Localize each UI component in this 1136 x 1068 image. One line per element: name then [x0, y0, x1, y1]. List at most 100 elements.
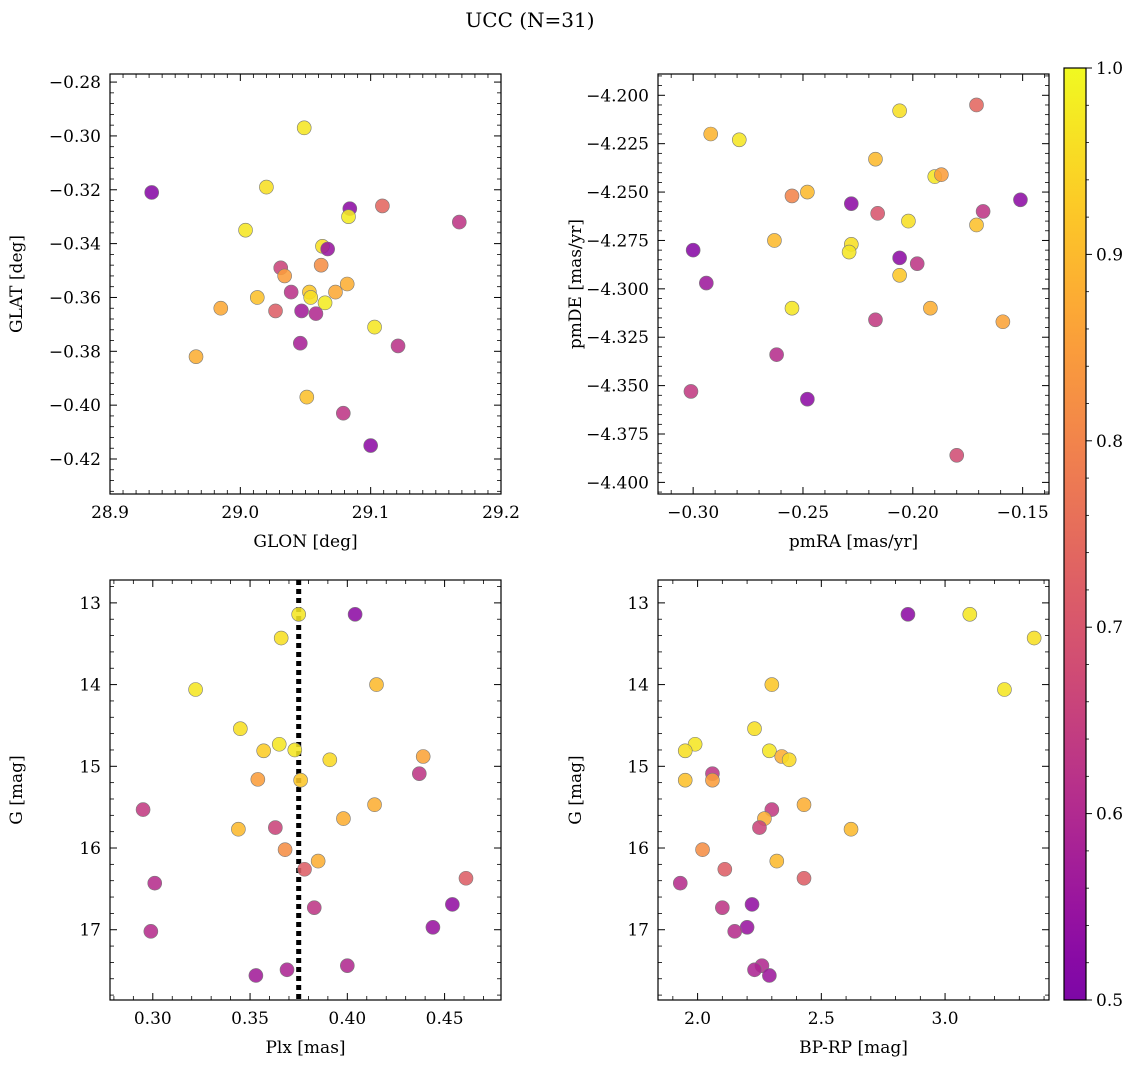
y-axis-label: GLAT [deg]	[7, 235, 27, 333]
x-tick-label: 29.2	[482, 503, 520, 523]
data-point	[296, 120, 312, 136]
data-point	[909, 256, 925, 271]
y-tick-label: −4.350	[586, 377, 649, 397]
data-point	[800, 391, 815, 407]
figure-title: UCC (N=31)	[465, 8, 594, 32]
data-point	[923, 300, 938, 316]
data-point	[279, 962, 295, 978]
x-axis-label: BP-RP [mag]	[799, 1038, 908, 1058]
data-point	[292, 335, 308, 351]
colorbar-tick-label: 0.9	[1096, 245, 1123, 265]
data-point	[143, 924, 159, 939]
x-tick-label: −0.15	[997, 503, 1049, 523]
y-tick-label: 14	[79, 676, 101, 696]
data-point	[800, 184, 815, 200]
y-tick-label: −4.400	[586, 473, 649, 493]
data-point	[293, 772, 308, 788]
data-point	[764, 677, 780, 692]
data-point	[283, 284, 299, 300]
data-point	[320, 241, 335, 257]
data-point	[299, 389, 315, 405]
y-tick-label: −4.225	[586, 135, 649, 155]
data-point	[677, 772, 693, 788]
y-tick-label: −4.300	[586, 280, 649, 300]
panel-1: 28.9 29.0 29.1 29.2 −0.42 −0.40 −0.38 −0.36 −0.3…	[7, 73, 520, 552]
data-point	[901, 213, 916, 229]
data-point	[892, 250, 907, 266]
data-point	[870, 206, 885, 221]
data-point	[341, 209, 356, 224]
data-point	[188, 682, 203, 697]
data-point	[934, 167, 949, 182]
data-point	[317, 295, 333, 311]
y-tick-label: −4.375	[586, 425, 649, 445]
axes-frame	[657, 73, 1050, 495]
data-point	[796, 797, 812, 813]
y-tick-label: 15	[627, 757, 649, 777]
data-point	[259, 179, 274, 195]
data-point	[892, 267, 907, 283]
data-point	[340, 958, 355, 973]
x-tick-label: 0.30	[134, 1009, 172, 1029]
y-tick-label: −4.275	[586, 231, 649, 251]
data-point	[997, 682, 1012, 697]
data-point	[769, 853, 785, 869]
data-point	[703, 126, 719, 142]
data-point	[147, 875, 163, 891]
data-point	[135, 802, 151, 817]
data-point	[313, 257, 329, 273]
data-point	[367, 797, 382, 813]
data-point	[277, 268, 292, 284]
y-axis-label: G [mag]	[566, 755, 586, 824]
data-point	[892, 103, 907, 119]
x-axis-label: Plx [mas]	[265, 1038, 345, 1058]
y-tick-label: 14	[627, 676, 649, 696]
data-point	[685, 242, 701, 258]
colorbar-tick-label: 1.0	[1096, 59, 1123, 79]
data-point	[335, 405, 351, 421]
y-tick-label: 16	[79, 839, 101, 859]
data-point	[752, 820, 767, 835]
colorbar-frame	[1063, 67, 1087, 1001]
data-point	[739, 919, 755, 935]
y-tick-label: −0.36	[49, 288, 101, 308]
y-tick-label: 13	[79, 594, 101, 614]
y-tick-label: −0.28	[49, 73, 101, 93]
data-point	[249, 290, 265, 305]
data-point	[769, 347, 784, 362]
x-tick-label: 3.0	[932, 1009, 959, 1029]
data-point	[962, 607, 978, 622]
data-point	[271, 736, 287, 752]
data-point	[949, 447, 965, 463]
data-point	[744, 897, 760, 912]
x-axis-label: GLON [deg]	[253, 532, 357, 552]
data-point	[144, 185, 160, 200]
data-point	[188, 349, 204, 364]
data-point	[451, 214, 467, 230]
data-point	[672, 875, 688, 891]
data-point	[390, 338, 406, 354]
y-tick-label: −0.34	[49, 235, 101, 255]
x-tick-label: 0.35	[231, 1009, 269, 1029]
data-point	[238, 222, 253, 238]
data-point	[250, 772, 266, 787]
data-point	[347, 607, 363, 622]
data-point	[297, 861, 312, 877]
data-point	[375, 198, 390, 214]
data-point	[231, 821, 246, 837]
data-point	[844, 196, 859, 211]
data-point	[445, 897, 460, 912]
y-tick-label: −4.250	[586, 183, 649, 203]
colorbar-tick-label: 0.5	[1096, 991, 1123, 1011]
data-point	[727, 924, 743, 939]
panel-4: 2.0 2.5 3.0 13 14 15 16 17 BP-RP [mag] G [mag]	[566, 579, 1050, 1058]
data-point	[868, 151, 883, 167]
data-point	[248, 968, 264, 983]
y-tick-label: −4.325	[586, 328, 649, 348]
data-point	[1013, 192, 1028, 208]
data-point	[322, 752, 338, 768]
data-point	[367, 319, 382, 335]
data-point	[415, 749, 431, 764]
data-point	[425, 919, 441, 935]
